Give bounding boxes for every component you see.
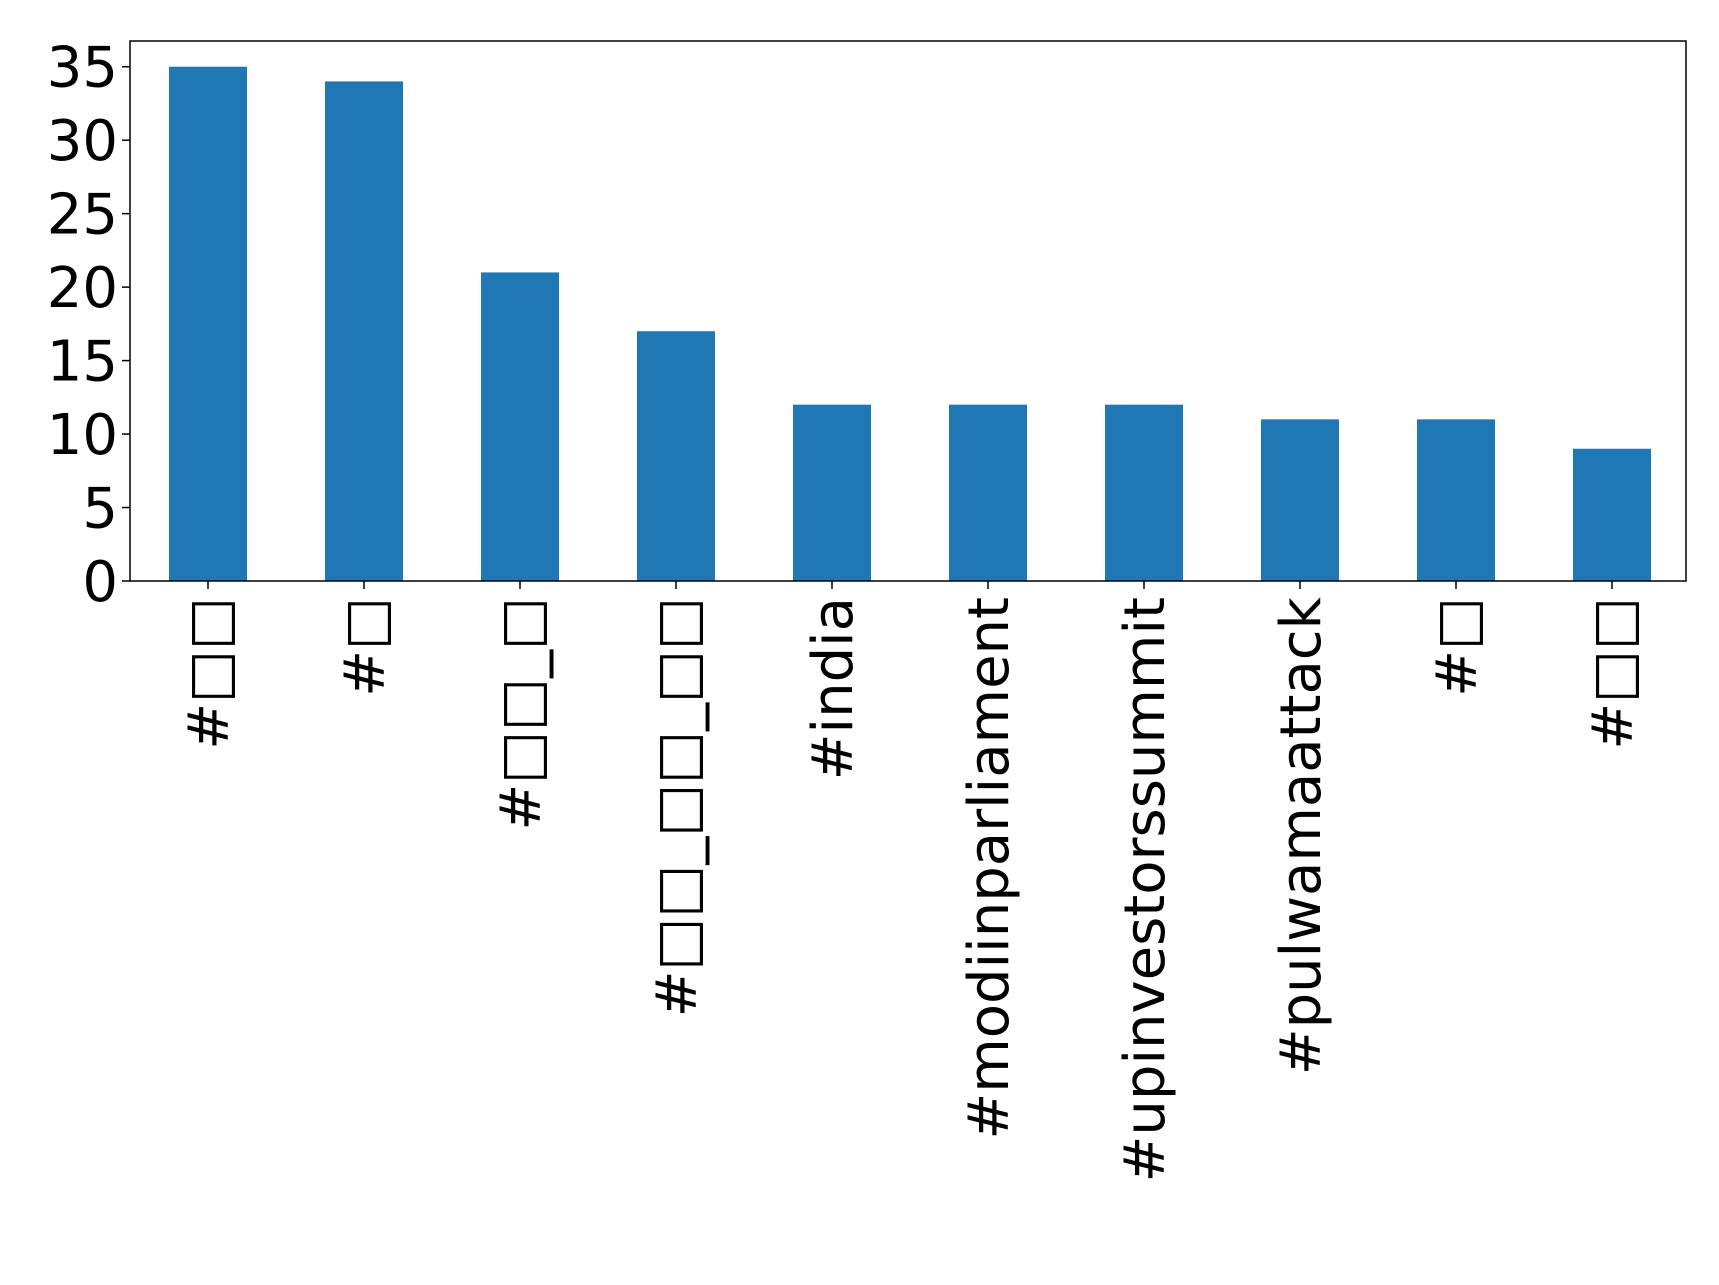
y-tick-label: 35: [47, 36, 118, 101]
x-tick-label: #pulwamaattack: [1269, 596, 1334, 1075]
x-tick-label: #modiinparliament: [957, 597, 1022, 1140]
x-tick-label: #□□_□: [489, 597, 554, 831]
bars-layer: [169, 66, 1651, 581]
x-axis: #□□ #□ #□□_□ #□□_□□_□□ #india #modiinparliame…: [177, 581, 1646, 1182]
y-tick-label: 5: [82, 477, 118, 542]
bar: [1261, 419, 1339, 581]
x-tick-label: #□: [333, 597, 398, 697]
bar: [325, 81, 403, 581]
y-tick-label: 25: [47, 183, 118, 248]
y-tick-label: 0: [82, 550, 118, 615]
y-tick-label: 10: [47, 403, 118, 468]
bar: [1417, 419, 1495, 581]
y-tick-label: 15: [47, 330, 118, 395]
bar: [1105, 404, 1183, 581]
bar: [637, 331, 715, 581]
bar: [169, 66, 247, 581]
bar: [793, 404, 871, 581]
x-tick-label: #india: [801, 597, 866, 780]
x-tick-label: #upinvestorssummit: [1113, 597, 1178, 1182]
y-tick-label: 20: [47, 256, 118, 321]
x-tick-label: #□□: [177, 597, 242, 750]
x-tick-label: #□: [1425, 597, 1490, 697]
plot-frame: [129, 40, 1687, 582]
bar: [1573, 448, 1651, 581]
y-tick-label: 30: [47, 109, 118, 174]
y-axis: 0 5 10 15 20 25 30 35: [47, 36, 130, 615]
bar: [949, 404, 1027, 581]
bar: [481, 272, 559, 581]
x-tick-label: #□□_□□_□□: [645, 597, 710, 1017]
x-tick-label: #□□: [1581, 597, 1646, 750]
